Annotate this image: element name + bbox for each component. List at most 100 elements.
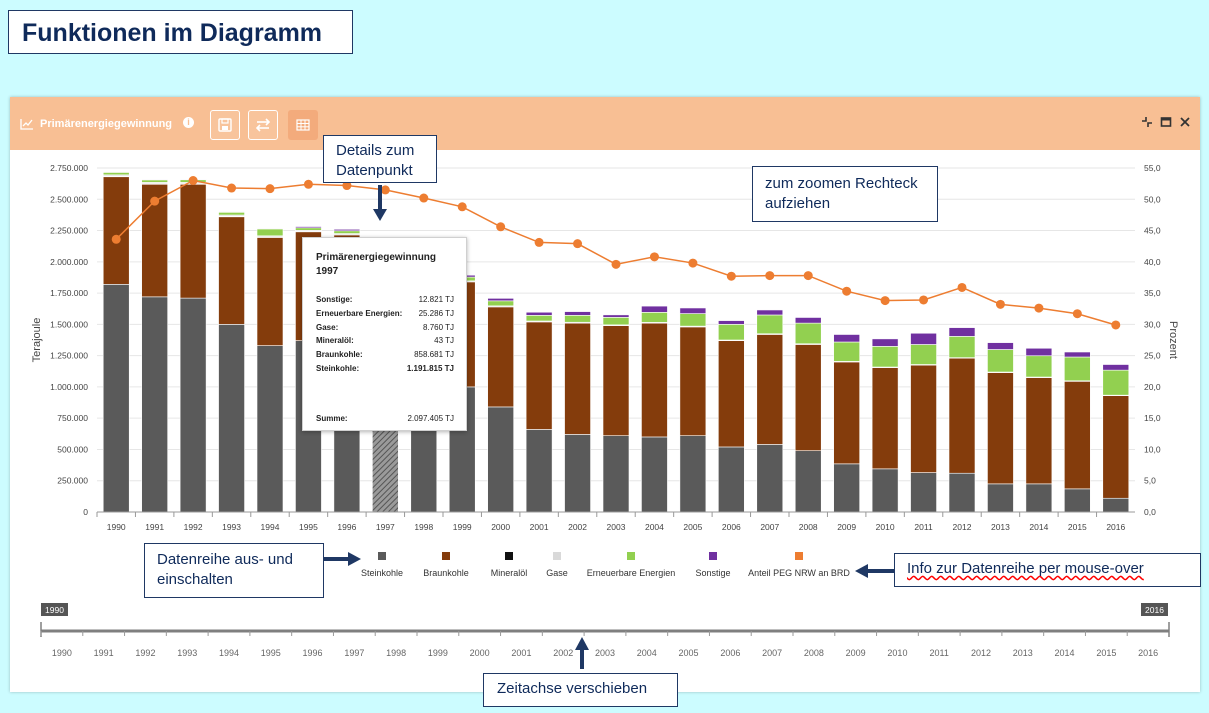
x-tick-label: 2009 xyxy=(837,522,856,532)
line-chart-icon xyxy=(20,117,34,135)
timeline-year-label: 2001 xyxy=(511,648,531,658)
timeline-year-label: 2004 xyxy=(637,648,657,658)
legend-label: Sonstige xyxy=(695,568,730,578)
legend-swatch xyxy=(505,552,513,560)
table-view-button[interactable] xyxy=(288,110,318,140)
bar-steinkohle-2008 xyxy=(794,450,822,513)
callout-series-toggle: Datenreihe aus- und einschalten xyxy=(144,543,324,598)
tooltip-row-label: Erneuerbare Energien: xyxy=(316,308,403,318)
bar-steinkohle-2009 xyxy=(833,463,860,513)
x-tick-label: 2011 xyxy=(914,522,933,532)
timeline-year-label: 2016 xyxy=(1138,648,1158,658)
line-point-2015 xyxy=(1072,309,1082,319)
legend-item-steinkohle[interactable]: Steinkohle xyxy=(361,552,403,578)
timeline-year-label: 1994 xyxy=(219,648,239,658)
timeline-year-label: 1992 xyxy=(135,648,155,658)
legend-item-anteil-peg-nrw-an-brd[interactable]: Anteil PEG NRW an BRD xyxy=(748,552,850,578)
legend-label: Braunkohle xyxy=(423,568,469,578)
bar-braunkohle-2009 xyxy=(833,361,860,465)
maximize-icon[interactable] xyxy=(1160,116,1172,131)
bar-erneuerbare-energien-1994 xyxy=(256,228,284,237)
bar-sonstige-2008 xyxy=(794,317,822,324)
bar-sonstige-2007 xyxy=(756,309,784,316)
timeline-year-label: 2002 xyxy=(553,648,573,658)
line-point-2009 xyxy=(842,286,852,296)
bar-steinkohle-1993 xyxy=(218,324,245,513)
line-point-1997 xyxy=(380,185,390,195)
x-tick-label: 1992 xyxy=(184,522,203,532)
slide-title-box: Funktionen im Diagramm xyxy=(8,10,353,54)
bar-sonstige-2000 xyxy=(487,298,514,302)
bar-steinkohle-2015 xyxy=(1064,488,1091,513)
bar-steinkohle-2000 xyxy=(487,406,514,513)
bar-erneuerbare-energien-2012 xyxy=(948,336,976,358)
x-tick-label: 1998 xyxy=(414,522,433,532)
timeline-year-label: 1998 xyxy=(386,648,406,658)
bar-steinkohle-2007 xyxy=(756,444,784,513)
tooltip-row-value: 858.681 TJ xyxy=(414,350,454,360)
legend-swatch xyxy=(378,552,386,560)
line-point-1999 xyxy=(457,202,467,212)
line-point-1995 xyxy=(303,179,313,189)
bar-steinkohle-1994 xyxy=(256,345,284,513)
callout-details: Details zum Datenpunkt xyxy=(323,135,437,183)
tooltip-row: Sonstige: 12.821 TJ xyxy=(316,293,454,307)
timeline-year-label: 2010 xyxy=(887,648,907,658)
timeline-year-label: 2012 xyxy=(971,648,991,658)
legend-item-sonstige[interactable]: Sonstige xyxy=(695,552,731,578)
timeline-year-label: 1999 xyxy=(428,648,448,658)
x-tick-label: 2014 xyxy=(1029,522,1048,532)
y-tick-label: 2.250.000 xyxy=(50,226,88,236)
line-point-2004 xyxy=(649,252,659,262)
timeline-year-label: 2005 xyxy=(679,648,699,658)
callout-details-text: Details zum Datenpunkt xyxy=(336,142,415,179)
legend-swatch xyxy=(442,552,450,560)
x-tick-label: 2004 xyxy=(645,522,664,532)
legend-item-mineral-l[interactable]: Mineralöl xyxy=(491,552,528,578)
x-tick-label: 1997 xyxy=(376,522,395,532)
tooltip-year: 1997 xyxy=(316,266,339,277)
collapse-icon[interactable] xyxy=(1141,116,1153,131)
slide-title: Funktionen im Diagramm xyxy=(22,19,323,47)
bar-braunkohle-1993 xyxy=(218,216,245,325)
line-point-2012 xyxy=(957,282,967,292)
save-button[interactable] xyxy=(210,110,240,140)
x-tick-label: 2000 xyxy=(491,522,510,532)
callout-timeline: Zeitachse verschieben xyxy=(483,673,678,707)
line-point-1998 xyxy=(419,193,429,203)
bar-steinkohle-2013 xyxy=(987,483,1014,513)
bar-sonstige-2013 xyxy=(987,342,1014,350)
tooltip-row-value: 8.760 TJ xyxy=(423,322,454,332)
bar-braunkohle-2002 xyxy=(564,322,591,435)
legend-item-erneuerbare-energien[interactable]: Erneuerbare Energien xyxy=(587,552,676,578)
legend-item-braunkohle[interactable]: Braunkohle xyxy=(423,552,469,578)
swap-axes-button[interactable] xyxy=(248,110,278,140)
y2-tick-label: 20,0 xyxy=(1144,382,1161,392)
bar-braunkohle-2000 xyxy=(487,306,514,408)
tooltip-row-value: 43 TJ xyxy=(434,336,454,346)
y-tick-label: 1.500.000 xyxy=(50,319,88,329)
close-icon[interactable] xyxy=(1179,116,1191,131)
y-tick-label: 0 xyxy=(83,507,88,517)
bar-braunkohle-2014 xyxy=(1025,377,1053,485)
bar-erneuerbare-energien-1993 xyxy=(218,211,245,216)
bar-steinkohle-2016 xyxy=(1102,497,1130,513)
bar-braunkohle-2001 xyxy=(525,321,553,430)
y2-tick-label: 15,0 xyxy=(1144,413,1161,423)
y-tick-label: 2.500.000 xyxy=(50,194,88,204)
bar-braunkohle-2008 xyxy=(794,344,822,452)
y2-tick-label: 30,0 xyxy=(1144,319,1161,329)
line-point-2005 xyxy=(688,258,698,268)
bar-sonstige-2009 xyxy=(833,334,860,343)
callout-zoom-text: zum zoomen Rechteck aufziehen xyxy=(765,175,918,212)
callout-series-info: Info zur Datenreihe per mouse-over xyxy=(894,553,1201,587)
info-icon[interactable]: i xyxy=(183,117,194,128)
bar-erneuerbare-energien-2002 xyxy=(564,315,591,323)
legend-item-gase[interactable]: Gase xyxy=(546,552,568,578)
y-tick-label: 500.000 xyxy=(57,444,88,454)
bar-erneuerbare-energien-2005 xyxy=(679,313,707,327)
timeline-year-label: 2003 xyxy=(595,648,615,658)
tooltip-row-label: Sonstige: xyxy=(316,295,353,304)
bar-braunkohle-2013 xyxy=(987,372,1014,485)
